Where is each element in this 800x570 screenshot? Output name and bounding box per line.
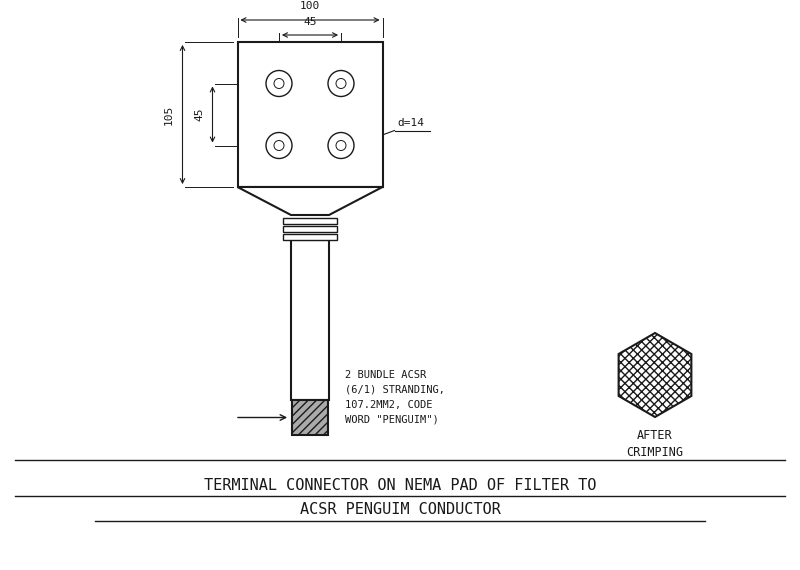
Bar — [283, 234, 337, 240]
Circle shape — [328, 71, 354, 96]
Text: AFTER
CRIMPING: AFTER CRIMPING — [626, 429, 683, 459]
Circle shape — [328, 132, 354, 158]
Text: 45: 45 — [303, 17, 317, 27]
Bar — [292, 400, 328, 435]
Text: 2 BUNDLE ACSR
(6/1) STRANDING,
107.2MM2, CODE
WORD "PENGUIM"): 2 BUNDLE ACSR (6/1) STRANDING, 107.2MM2,… — [345, 370, 445, 425]
Text: ACSR PENGUIM CONDUCTOR: ACSR PENGUIM CONDUCTOR — [300, 503, 500, 518]
Circle shape — [336, 140, 346, 150]
Circle shape — [266, 71, 292, 96]
Bar — [291, 240, 329, 400]
Bar — [283, 218, 337, 224]
Polygon shape — [618, 333, 691, 417]
Bar — [283, 226, 337, 232]
Text: d=14: d=14 — [398, 117, 425, 128]
Circle shape — [266, 132, 292, 158]
Text: 100: 100 — [300, 1, 320, 11]
Text: 45: 45 — [194, 108, 205, 121]
Text: 105: 105 — [163, 104, 174, 125]
Text: TERMINAL CONNECTOR ON NEMA PAD OF FILTER TO: TERMINAL CONNECTOR ON NEMA PAD OF FILTER… — [204, 478, 596, 492]
Bar — [238, 42, 382, 187]
Circle shape — [274, 79, 284, 88]
Polygon shape — [238, 187, 382, 215]
Circle shape — [336, 79, 346, 88]
Circle shape — [274, 140, 284, 150]
